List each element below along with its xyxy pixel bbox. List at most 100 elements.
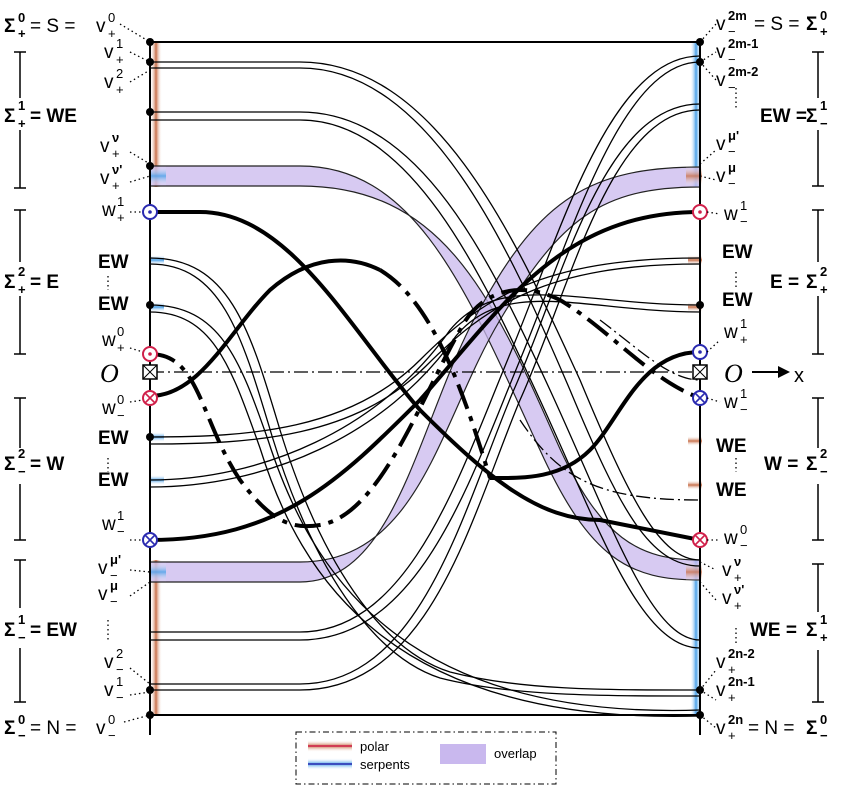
svg-text:Σ: Σ xyxy=(806,106,817,127)
svg-text:+: + xyxy=(734,598,742,613)
svg-text:2: 2 xyxy=(18,446,25,461)
svg-text:v: v xyxy=(96,16,106,37)
right-vertices xyxy=(696,38,704,719)
svg-text:−: − xyxy=(728,80,736,95)
svg-text:v: v xyxy=(98,584,108,605)
svg-text:2n-1: 2n-1 xyxy=(728,674,755,689)
svg-text:0: 0 xyxy=(117,324,124,339)
svg-text:w: w xyxy=(723,322,738,343)
label-v1-plus: v 1 + xyxy=(104,36,124,67)
svg-text:+: + xyxy=(112,146,120,161)
svg-text:+: + xyxy=(820,630,828,645)
label-v1-minus: v 1 − xyxy=(104,674,124,705)
svg-text:ν: ν xyxy=(112,130,119,145)
svg-text:w: w xyxy=(101,398,116,419)
svg-text:1: 1 xyxy=(116,674,123,689)
svg-text:−: − xyxy=(740,214,748,229)
label-w0-plus: w 0 + xyxy=(101,324,125,355)
svg-text:2: 2 xyxy=(18,264,25,279)
label-v2m-1: v 2m-1 − xyxy=(716,36,758,67)
label-sigma1-minus-right: EW = Σ 1 − xyxy=(760,98,828,131)
thick-dashed-curves xyxy=(149,268,701,529)
left-labels: Σ 0 + = S = v 0 + v 1 + v 2 + Σ 1 + = WE… xyxy=(4,10,129,743)
svg-text:1: 1 xyxy=(116,36,123,51)
origin-box-right xyxy=(692,364,708,380)
svg-text:−: − xyxy=(820,464,828,479)
svg-text:1: 1 xyxy=(740,198,747,213)
svg-text:+: + xyxy=(117,340,125,355)
svg-text:−: − xyxy=(108,728,116,743)
svg-text:v: v xyxy=(98,558,108,579)
svg-text:2m-1: 2m-1 xyxy=(728,36,758,51)
svg-text:v: v xyxy=(716,718,726,739)
label-ew-d: EW xyxy=(98,470,129,491)
svg-text:0: 0 xyxy=(18,10,25,25)
svg-text:Σ: Σ xyxy=(4,454,15,475)
svg-text:w: w xyxy=(723,392,738,413)
svg-text:+: + xyxy=(728,662,736,677)
label-we-right-b: WE xyxy=(716,480,747,501)
svg-text:μ': μ' xyxy=(728,128,739,143)
label-sigma1-minus: Σ 1 − = EW xyxy=(4,612,77,645)
svg-text:1: 1 xyxy=(740,386,747,401)
label-origin-right: O xyxy=(724,359,743,388)
svg-text:1: 1 xyxy=(18,612,25,627)
svg-text:W =: W = xyxy=(764,454,798,475)
dot-marker-w0plus xyxy=(142,346,158,362)
svg-text:+: + xyxy=(18,116,26,131)
svg-text:+: + xyxy=(734,570,742,585)
svg-text:−: − xyxy=(728,144,736,159)
label-sigma1-plus-right: WE = Σ 1 + xyxy=(750,612,828,645)
label-vmup-minus: v μ' − xyxy=(98,552,121,583)
label-v2n-2: v 2n-2 + xyxy=(716,646,755,677)
svg-text:2n: 2n xyxy=(728,712,743,727)
label-w1-minus: w 1 − xyxy=(101,508,125,539)
label-ew-a: EW xyxy=(98,252,129,273)
svg-text:ν': ν' xyxy=(734,582,744,597)
label-v2m-S: v 2m − = S = Σ 0 + xyxy=(716,8,828,39)
label-ew-right-a: EW xyxy=(722,242,753,263)
svg-text:1: 1 xyxy=(117,194,124,209)
svg-text:v: v xyxy=(96,718,106,739)
legend-polar-label: polar xyxy=(360,739,390,754)
svg-text:+: + xyxy=(740,332,748,347)
svg-text:v: v xyxy=(100,168,110,189)
thick-curves xyxy=(149,210,701,542)
svg-text:+: + xyxy=(820,24,828,39)
label-vmu-minus: v μ − xyxy=(98,578,118,609)
svg-text:= N =: = N = xyxy=(30,718,76,739)
svg-text:WE =: WE = xyxy=(750,620,797,641)
svg-text:−: − xyxy=(820,116,828,131)
cross-marker-right-w0minus xyxy=(692,532,708,548)
svg-text:−: − xyxy=(117,408,125,423)
svg-text:+: + xyxy=(116,52,124,67)
legend-polar-swatch xyxy=(308,740,352,752)
svg-text:−: − xyxy=(18,464,26,479)
svg-text:+: + xyxy=(116,82,124,97)
svg-text:= E: = E xyxy=(30,272,59,293)
label-vmup-right: v μ' − xyxy=(716,128,739,159)
label-sigma2-minus: Σ 2 − = W xyxy=(4,446,64,479)
cross-marker-w1minus xyxy=(142,532,158,548)
legend-overlap-swatch xyxy=(440,744,486,764)
svg-text:v: v xyxy=(722,588,732,609)
left-vertices xyxy=(146,38,154,719)
svg-text:μ: μ xyxy=(110,578,118,593)
svg-text:E =: E = xyxy=(770,272,799,293)
label-vmu-right: v μ − xyxy=(716,160,736,191)
svg-text:+: + xyxy=(108,26,116,41)
label-sigma1-plus: Σ 1 + = WE xyxy=(4,98,77,131)
left-brackets xyxy=(14,51,26,703)
label-v2n-N: v 2n + = N = Σ 0 − xyxy=(716,712,828,743)
svg-text:μ': μ' xyxy=(110,552,121,567)
svg-text:−: − xyxy=(728,176,736,191)
svg-text:−: − xyxy=(18,728,26,743)
label-ew-right-b: EW xyxy=(722,290,753,311)
svg-text:= WE: = WE xyxy=(30,106,77,127)
svg-text:−: − xyxy=(740,538,748,553)
svg-text:v: v xyxy=(716,134,726,155)
label-w0-minus: w 0 − xyxy=(101,392,125,423)
svg-text:0: 0 xyxy=(108,10,115,25)
label-vnup-plus: v ν' + xyxy=(100,162,122,193)
